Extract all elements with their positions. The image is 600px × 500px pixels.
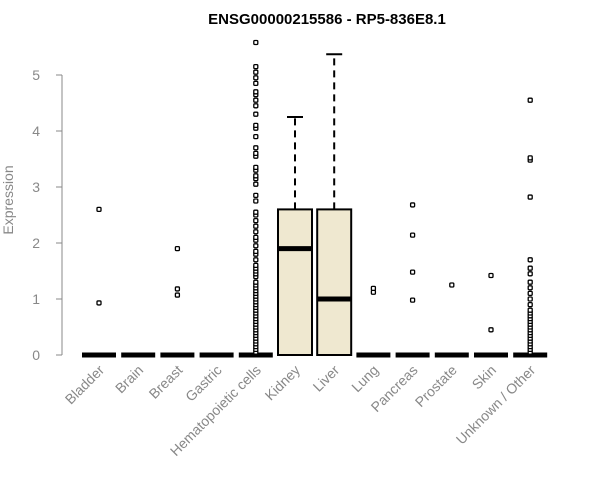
outlier-point xyxy=(527,285,533,291)
outlier-point xyxy=(527,265,533,271)
y-tick-label: 3 xyxy=(32,179,40,195)
outlier-point xyxy=(409,232,416,238)
outlier-point xyxy=(527,271,533,277)
x-tick-label: Breast xyxy=(146,362,186,402)
outlier-point xyxy=(253,164,259,171)
outlier-point xyxy=(527,155,533,161)
outlier-point xyxy=(409,202,416,208)
outlier-point xyxy=(449,282,455,288)
box-liver xyxy=(316,53,353,356)
outlier-point xyxy=(174,286,181,292)
outlier-point xyxy=(527,296,533,302)
box-hematopoietic-cells xyxy=(238,39,273,358)
outlier-point xyxy=(527,194,533,200)
y-tick-label: 2 xyxy=(32,235,40,251)
y-tick-label: 0 xyxy=(32,347,40,363)
x-tick-label: Skin xyxy=(469,362,500,393)
outlier-point xyxy=(253,63,259,70)
outlier-point xyxy=(527,279,533,285)
y-axis-label: Expression xyxy=(0,165,16,234)
outlier-point xyxy=(253,209,259,215)
x-tick-label: Prostate xyxy=(412,362,460,410)
outlier-point xyxy=(253,234,259,241)
outlier-point xyxy=(409,297,416,303)
outlier-point xyxy=(253,262,259,269)
box-bladder xyxy=(82,206,116,358)
outlier-point xyxy=(96,206,102,213)
chart-title: ENSG00000215586 - RP5-836E8.1 xyxy=(208,11,446,28)
outlier-point xyxy=(527,307,533,313)
outlier-point xyxy=(253,198,259,204)
outlier-point xyxy=(253,243,259,249)
outlier-point xyxy=(253,257,259,263)
outlier-point xyxy=(253,133,259,140)
outlier-point xyxy=(253,122,259,129)
outlier-point xyxy=(253,75,259,81)
outlier-point xyxy=(253,181,259,187)
outlier-point xyxy=(527,301,533,308)
outlier-point xyxy=(253,150,259,157)
outlier-point xyxy=(253,192,259,199)
y-axis-ticks: 0 1 2 3 4 5 xyxy=(32,67,62,363)
box-lung xyxy=(356,285,391,358)
x-tick-label: Brain xyxy=(112,362,146,396)
outlier-point xyxy=(527,97,533,103)
outlier-point xyxy=(527,290,533,297)
outlier-point xyxy=(253,229,259,235)
outlier-point xyxy=(253,97,259,103)
box-series xyxy=(82,39,548,358)
outlier-point xyxy=(253,80,259,87)
outlier-point xyxy=(253,217,259,224)
outlier-point xyxy=(253,279,259,285)
outlier-point xyxy=(253,145,259,151)
outlier-point xyxy=(253,39,259,46)
box-breast xyxy=(160,245,195,358)
outlier-point xyxy=(370,285,377,292)
box-kidney xyxy=(277,116,313,356)
x-tick-label: Lung xyxy=(348,362,381,395)
outlier-point xyxy=(253,173,259,179)
box-prostate xyxy=(434,282,469,358)
y-tick-label: 5 xyxy=(32,67,40,83)
y-tick-label: 1 xyxy=(32,291,40,307)
outlier-point xyxy=(409,269,416,275)
outlier-point xyxy=(96,300,102,306)
outlier-point xyxy=(174,245,181,252)
x-tick-label: Kidney xyxy=(262,362,304,404)
outlier-point xyxy=(488,327,494,333)
outlier-point xyxy=(527,257,533,263)
box-skin xyxy=(474,272,508,358)
outlier-point xyxy=(253,103,259,109)
y-tick-label: 4 xyxy=(32,123,40,139)
box-pancreas xyxy=(395,202,430,358)
box-rect xyxy=(316,208,353,356)
outlier-point xyxy=(253,89,259,95)
box-rect xyxy=(277,208,313,356)
outlier-point xyxy=(253,248,259,255)
outlier-point xyxy=(253,111,259,117)
x-tick-label: Bladder xyxy=(62,362,108,408)
box-unknown-other xyxy=(513,97,548,358)
outlier-point xyxy=(174,292,181,298)
outlier-point xyxy=(253,223,259,229)
outlier-point xyxy=(488,272,494,279)
outlier-point xyxy=(253,69,259,75)
x-tick-label: Liver xyxy=(310,362,343,395)
